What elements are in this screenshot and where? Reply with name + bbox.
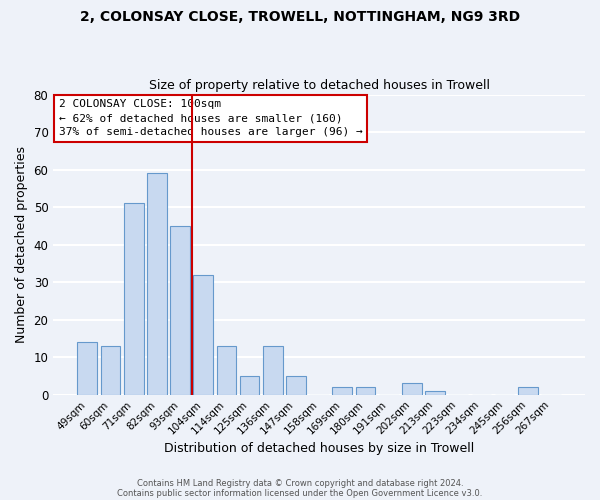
Bar	[217, 346, 236, 395]
Bar	[518, 387, 538, 394]
Bar	[101, 346, 121, 395]
Bar	[77, 342, 97, 394]
Y-axis label: Number of detached properties: Number of detached properties	[15, 146, 28, 343]
Bar	[356, 387, 376, 394]
X-axis label: Distribution of detached houses by size in Trowell: Distribution of detached houses by size …	[164, 442, 474, 455]
Bar	[402, 384, 422, 394]
Title: Size of property relative to detached houses in Trowell: Size of property relative to detached ho…	[149, 79, 490, 92]
Bar	[147, 174, 167, 394]
Bar	[332, 387, 352, 394]
Bar	[240, 376, 259, 394]
Text: 2, COLONSAY CLOSE, TROWELL, NOTTINGHAM, NG9 3RD: 2, COLONSAY CLOSE, TROWELL, NOTTINGHAM, …	[80, 10, 520, 24]
Bar	[124, 204, 143, 394]
Bar	[425, 391, 445, 394]
Bar	[170, 226, 190, 394]
Text: Contains public sector information licensed under the Open Government Licence v3: Contains public sector information licen…	[118, 488, 482, 498]
Bar	[286, 376, 306, 394]
Bar	[193, 274, 213, 394]
Bar	[263, 346, 283, 395]
Text: 2 COLONSAY CLOSE: 100sqm
← 62% of detached houses are smaller (160)
37% of semi-: 2 COLONSAY CLOSE: 100sqm ← 62% of detach…	[59, 99, 362, 137]
Text: Contains HM Land Registry data © Crown copyright and database right 2024.: Contains HM Land Registry data © Crown c…	[137, 478, 463, 488]
